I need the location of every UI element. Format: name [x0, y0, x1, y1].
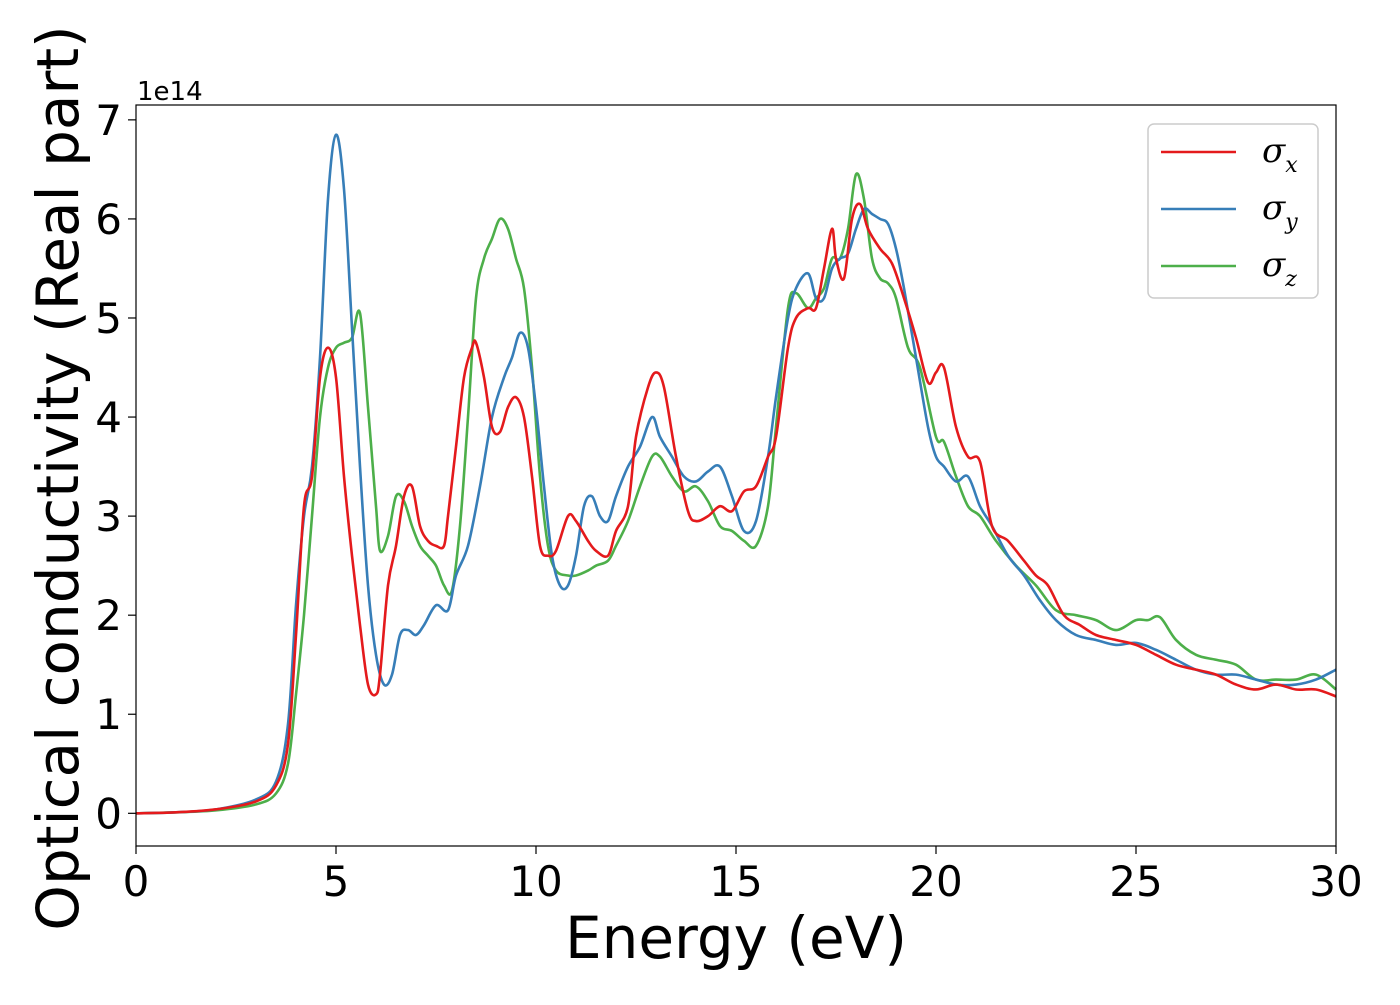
y-axis-label: Optical conductivity (Real part): [24, 25, 92, 930]
y-tick-label: 2: [95, 591, 122, 640]
y-tick-label: 7: [95, 96, 122, 145]
legend-box: [1147, 123, 1319, 299]
x-tick-label: 0: [123, 857, 150, 906]
series-line-sigma-y: [135, 133, 1337, 815]
series-lines: [135, 133, 1337, 815]
y-axis-multiplier: 1e14: [137, 77, 203, 107]
x-tick-label: 10: [509, 857, 562, 906]
x-tick-label: 25: [1109, 857, 1162, 906]
legend-subscript: y: [1284, 210, 1298, 235]
y-tick-label: 3: [95, 492, 122, 541]
y-tick-label: 6: [95, 195, 122, 244]
y-axis-ticks: 0 1 2 3 4 5 6 7: [95, 96, 136, 838]
legend-subscript: x: [1285, 153, 1298, 178]
series-line-sigma-x: [135, 202, 1337, 815]
x-axis-ticks: 0 5 10 15 20 25 30: [123, 846, 1363, 906]
x-axis-label: Energy (eV): [565, 904, 907, 972]
y-tick-label: 1: [95, 690, 122, 739]
y-tick-label: 0: [95, 789, 122, 838]
y-tick-label: 5: [95, 294, 122, 343]
y-tick-label: 4: [95, 393, 122, 442]
x-tick-label: 30: [1309, 857, 1362, 906]
x-tick-label: 5: [323, 857, 350, 906]
x-tick-label: 15: [709, 857, 762, 906]
legend-subscript: z: [1284, 267, 1297, 292]
x-tick-label: 20: [909, 857, 962, 906]
